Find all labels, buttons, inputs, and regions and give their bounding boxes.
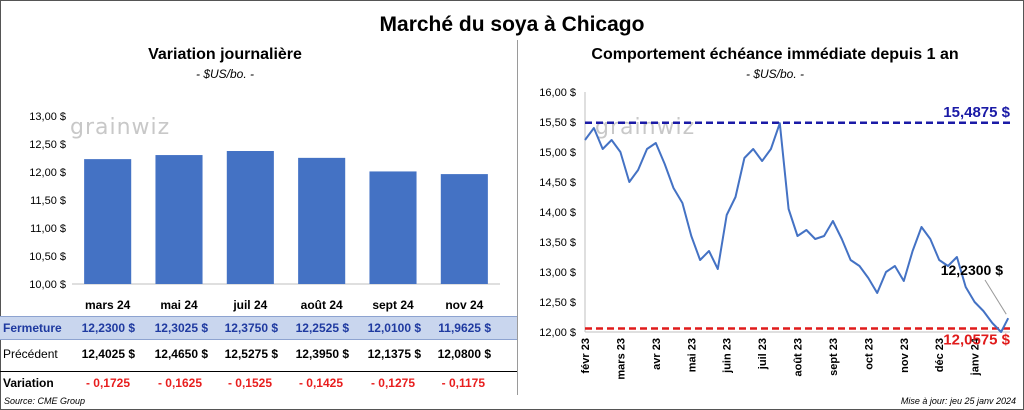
table-cell: - 0,1725 (85, 376, 130, 390)
line-x-tick-label: mai 23 (686, 338, 698, 372)
bar-x-tick-label: mars 24 (85, 298, 131, 312)
row-label-precedent: Précédent (3, 347, 58, 361)
last-value-label: 12,2300 $ (941, 262, 1003, 278)
line-x-tick-label: janv 24 (970, 337, 982, 376)
bar (155, 155, 203, 284)
table-cell: 12,2525 $ (295, 321, 349, 335)
bar-y-tick-label: 11,00 $ (30, 223, 66, 235)
line-y-tick-label: 15,00 $ (539, 147, 576, 159)
bar (369, 171, 417, 284)
left-chart-unit: - $US/bo. - (195, 67, 255, 81)
line-y-tick-label: 16,00 $ (539, 87, 576, 99)
table-cell: - 0,1425 (298, 376, 343, 390)
bar (298, 157, 346, 284)
bar-y-tick-label: 12,50 $ (29, 139, 66, 151)
line-y-tick-label: 15,50 $ (539, 117, 576, 129)
series-line (584, 122, 1010, 333)
table-cell: 12,5275 $ (224, 347, 278, 361)
line-x-tick-label: juin 23 (722, 338, 734, 374)
bar-y-tick-label: 10,50 $ (29, 251, 66, 263)
source-note: Source: CME Group (4, 396, 86, 406)
max-value-label: 15,4875 $ (943, 104, 1010, 121)
table-cell: - 0,1275 (370, 376, 415, 390)
grainwiz-logo-right: grainwiz (595, 115, 696, 140)
table-cell: 12,0800 $ (437, 347, 491, 361)
bar-x-tick-label: nov 24 (445, 298, 483, 312)
line-x-tick-label: nov 23 (899, 338, 911, 373)
line-x-tick-label: févr 23 (580, 338, 592, 373)
grainwiz-logo-left: grainwiz (70, 115, 171, 140)
line-y-tick-label: 12,00 $ (539, 327, 576, 339)
line-y-tick-label: 13,00 $ (539, 267, 576, 279)
line-x-tick-label: sept 23 (828, 338, 840, 376)
bar-y-tick-label: 12,00 $ (29, 167, 66, 179)
table-cell: - 0,1525 (227, 376, 272, 390)
right-chart-unit: - $US/bo. - (745, 67, 805, 81)
line-x-tick-label: déc 23 (934, 338, 946, 372)
table-cell: - 0,1175 (441, 376, 485, 390)
row-label-variation: Variation (3, 376, 54, 390)
table-row-fermeture: Fermeture 12,2300 $ 12,3025 $ 12,3750 $ … (0, 316, 517, 340)
table-row-variation: Variation - 0,1725 - 0,1625 - 0,1525 - 0… (0, 371, 517, 394)
line-x-tick-label: mars 23 (615, 338, 627, 380)
panel-divider (517, 40, 518, 395)
line-x-tick-label: juil 23 (757, 338, 769, 370)
row-label-fermeture: Fermeture (3, 321, 62, 335)
bar (84, 159, 132, 284)
table-cell: - 0,1625 (157, 376, 202, 390)
line-x-tick-label: oct 23 (863, 338, 875, 370)
update-note: Mise à jour: jeu 25 janv 2024 (900, 396, 1016, 406)
line-x-tick-label: avr 23 (651, 338, 663, 370)
last-value-leader (984, 279, 1007, 315)
left-chart-title: Variation journalière (148, 46, 302, 63)
line-y-tick-label: 14,50 $ (539, 177, 576, 189)
bar-x-tick-label: mai 24 (160, 298, 198, 312)
table-cell: 12,4650 $ (154, 347, 208, 361)
bar-x-tick-label: sept 24 (372, 298, 414, 312)
table-cell: 12,3750 $ (224, 321, 278, 335)
line-y-tick-label: 13,50 $ (539, 237, 576, 249)
min-value-label: 12,0575 $ (943, 332, 1010, 349)
table-cell: 12,0100 $ (367, 321, 421, 335)
table-cell: 12,3025 $ (154, 321, 208, 335)
bar (226, 151, 274, 284)
bar-y-tick-label: 11,50 $ (30, 195, 66, 207)
bar-y-tick-label: 10,00 $ (29, 279, 66, 291)
table-cell: 12,1375 $ (367, 347, 421, 361)
bar-x-tick-label: août 24 (301, 298, 343, 312)
table-row-precedent: Précédent 12,4025 $ 12,4650 $ 12,5275 $ … (0, 343, 517, 365)
line-y-tick-label: 14,00 $ (539, 207, 576, 219)
line-x-tick-label: août 23 (793, 338, 805, 377)
bar-y-tick-label: 13,00 $ (29, 111, 66, 123)
line-y-tick-label: 12,50 $ (539, 297, 576, 309)
bar (440, 174, 488, 284)
table-cell: 11,9625 $ (438, 321, 491, 335)
table-cell: 12,4025 $ (81, 347, 135, 361)
page-title: Marché du soya à Chicago (379, 13, 645, 36)
bar-x-tick-label: juil 24 (232, 298, 267, 312)
right-chart-title: Comportement échéance immédiate depuis 1… (591, 46, 959, 63)
table-cell: 12,2300 $ (81, 321, 135, 335)
table-cell: 12,3950 $ (295, 347, 349, 361)
